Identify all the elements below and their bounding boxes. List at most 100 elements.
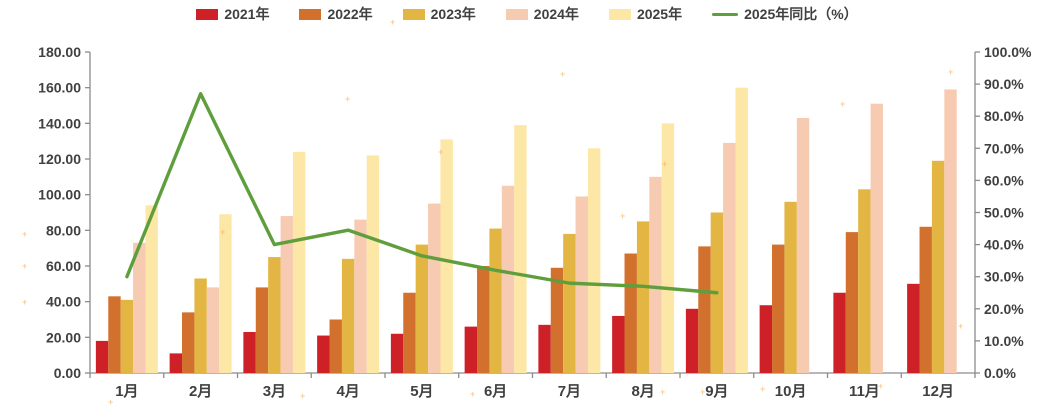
bar-2021年-12月 <box>907 283 920 373</box>
bar-2021年-6月 <box>464 326 478 373</box>
legend-item-5: 2025年同比（%） <box>712 4 858 24</box>
bar-2021年-9月 <box>685 308 699 373</box>
x-axis-category-label: 5月 <box>410 383 433 400</box>
bar-2023年-11月 <box>858 189 871 373</box>
left-axis-tick-label: 180.00 <box>38 44 81 60</box>
x-axis-category-label: 12月 <box>922 383 954 400</box>
legend-item-2: 2023年 <box>402 4 476 24</box>
bar-2022年-2月 <box>182 312 195 373</box>
right-axis-tick-label: 20.0% <box>984 301 1024 317</box>
left-axis-tick-label: 160.00 <box>38 80 81 96</box>
legend-item-3: 2024年 <box>505 4 579 24</box>
legend-line-swatch <box>712 12 739 16</box>
bar-2025年-8月 <box>661 123 675 373</box>
x-axis-category-label: 3月 <box>263 383 286 400</box>
bar-2025年-4月 <box>366 155 380 373</box>
right-axis-tick-label: 100.0% <box>984 44 1032 60</box>
bar-2023年-8月 <box>636 221 650 373</box>
bar-2024年-5月 <box>428 203 441 373</box>
x-axis-category-label: 6月 <box>484 383 507 400</box>
bar-2023年-3月 <box>268 257 281 373</box>
legend-item-4: 2025年 <box>608 4 683 24</box>
bar-2022年-12月 <box>919 226 932 373</box>
bar-2024年-12月 <box>944 89 957 373</box>
left-axis-tick-label: 100.00 <box>38 187 81 203</box>
bar-2024年-6月 <box>501 185 515 373</box>
legend-label: 2025年 <box>636 6 683 22</box>
bar-2022年-1月 <box>108 296 121 373</box>
bar-2023年-6月 <box>489 228 502 373</box>
bar-2023年-5月 <box>415 244 429 373</box>
legend-label: 2021年 <box>224 6 270 22</box>
bar-2021年-7月 <box>538 324 551 373</box>
bar-2024年-8月 <box>649 176 662 373</box>
trend-line-2025年同比（%） <box>125 92 719 295</box>
bar-2021年-5月 <box>390 333 404 373</box>
left-axis-tick-label: 20.00 <box>46 329 81 345</box>
bar-2022年-11月 <box>845 232 859 373</box>
x-axis-category-label: 1月 <box>115 383 138 400</box>
bar-2022年-10月 <box>772 244 785 373</box>
bar-2022年-3月 <box>255 287 269 373</box>
legend-color-swatch <box>299 8 322 20</box>
bar-2023年-1月 <box>120 299 134 373</box>
bar-2024年-4月 <box>354 219 367 373</box>
right-axis-tick-label: 40.0% <box>984 237 1024 253</box>
right-axis-tick-label: 0.0% <box>984 365 1016 381</box>
legend-label: 2023年 <box>430 6 476 22</box>
bar-2025年-2月 <box>219 214 232 373</box>
bar-2021年-8月 <box>612 315 625 373</box>
left-axis-tick-label: 140.00 <box>38 115 81 131</box>
x-axis-category-label: 10月 <box>775 383 807 400</box>
left-axis-tick-label: 60.00 <box>46 258 81 274</box>
x-axis-category-label: 8月 <box>631 383 654 400</box>
bar-2022年-6月 <box>477 266 490 373</box>
bar-2021年-11月 <box>833 292 846 373</box>
bar-2024年-11月 <box>870 103 883 373</box>
x-axis-category-label: 4月 <box>336 383 359 400</box>
right-axis-tick-label: 70.0% <box>984 140 1024 156</box>
legend-color-swatch <box>196 8 219 20</box>
right-axis-tick-label: 30.0% <box>984 269 1024 285</box>
bar-2024年-9月 <box>723 142 736 373</box>
bar-2025年-3月 <box>292 151 306 373</box>
bar-2022年-8月 <box>624 253 637 373</box>
x-axis-category-label: 9月 <box>705 383 728 400</box>
bar-2022年-5月 <box>403 292 416 373</box>
right-axis-tick-label: 90.0% <box>984 76 1024 92</box>
legend-color-swatch <box>402 8 425 20</box>
chart-legend: 2021年 2022年 2023年 2024年 2025年 2025年同比（%） <box>0 4 1054 24</box>
right-axis-tick-label: 60.0% <box>984 172 1024 188</box>
bar-2025年-9月 <box>735 87 748 374</box>
bar-2023年-2月 <box>194 278 207 373</box>
bar-2024年-10月 <box>796 117 810 373</box>
legend-color-swatch <box>505 8 528 20</box>
bar-2023年-10月 <box>784 201 797 373</box>
legend-item-0: 2021年 <box>196 4 269 24</box>
legend-label: 2025年同比（%） <box>744 6 858 22</box>
bar-2021年-4月 <box>317 335 330 373</box>
bar-2022年-4月 <box>329 319 342 373</box>
left-axis-tick-label: 0.00 <box>54 365 81 381</box>
bar-2025年-6月 <box>514 125 527 373</box>
bar-2023年-12月 <box>931 160 945 373</box>
bar-2024年-3月 <box>280 216 293 373</box>
legend-item-1: 2022年 <box>299 4 373 24</box>
bar-2021年-2月 <box>169 353 183 373</box>
legend-color-swatch <box>608 8 631 20</box>
x-axis-category-label: 2月 <box>189 383 212 400</box>
left-axis-tick-label: 40.00 <box>46 294 81 310</box>
bar-2024年-1月 <box>133 242 146 373</box>
bar-2021年-1月 <box>95 340 109 373</box>
legend-label: 2024年 <box>533 6 579 22</box>
x-axis-category-label: 7月 <box>558 383 581 400</box>
bar-2025年-5月 <box>440 139 453 373</box>
legend-label: 2022年 <box>327 6 373 22</box>
left-axis-tick-label: 80.00 <box>46 222 81 238</box>
right-axis-tick-label: 50.0% <box>984 205 1024 221</box>
left-axis-tick-label: 120.00 <box>38 151 81 167</box>
bar-2023年-7月 <box>563 233 576 373</box>
bar-2023年-4月 <box>341 258 355 373</box>
bar-2021年-3月 <box>243 331 256 373</box>
